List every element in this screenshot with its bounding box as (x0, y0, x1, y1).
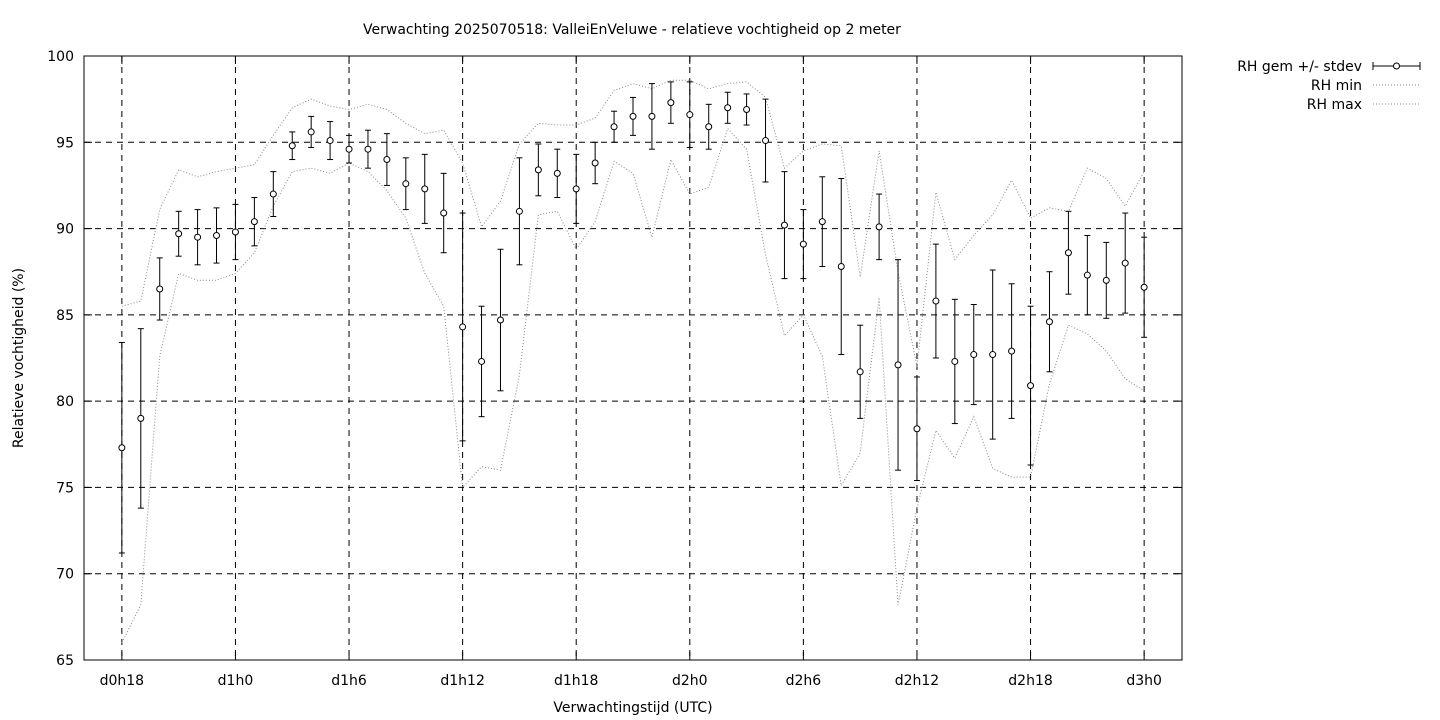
data-point (629, 112, 637, 120)
data-point (894, 361, 902, 369)
data-point (478, 357, 486, 365)
legend: RH gem +/- stdev RH min RH max (1237, 59, 1421, 113)
y-tick-label: 100 (47, 49, 74, 65)
rh-min-line (121, 127, 1145, 643)
data-point (610, 123, 618, 131)
data-point (667, 99, 675, 107)
data-point (553, 169, 561, 177)
y-axis-label: Relatieve vochtigheid (%) (11, 268, 27, 448)
data-point (932, 297, 940, 305)
series-max (121, 79, 1145, 367)
data-point (515, 207, 523, 215)
data-point (989, 351, 997, 359)
y-tick-label: 80 (56, 394, 74, 410)
y-tick-label: 90 (56, 222, 74, 238)
x-tick-label: d2h0 (672, 673, 708, 689)
data-point (402, 180, 410, 188)
x-tick-label: d2h18 (1008, 673, 1052, 689)
legend-label: RH gem +/- stdev (1237, 59, 1362, 75)
y-tick-label: 65 (56, 653, 74, 669)
data-point (1064, 249, 1072, 257)
y-tick-label: 70 (56, 567, 74, 583)
data-point (913, 425, 921, 433)
data-point (1083, 271, 1091, 279)
data-point (364, 145, 372, 153)
data-point (250, 218, 258, 226)
data-point (534, 166, 542, 174)
data-point (762, 137, 770, 145)
data-point (724, 104, 732, 112)
x-tick-label: d1h12 (440, 673, 484, 689)
data-point (648, 112, 656, 120)
legend-point (1393, 62, 1400, 70)
data-point (856, 368, 864, 376)
y-tick-label: 85 (56, 308, 74, 324)
x-tick-label: d2h12 (895, 673, 939, 689)
data-point (496, 316, 504, 324)
data-point (307, 128, 315, 136)
data-point (837, 263, 845, 271)
data-point (194, 233, 202, 241)
rh-max-line (121, 79, 1145, 367)
data-point (743, 105, 751, 113)
data-point (421, 185, 429, 193)
data-point (572, 185, 580, 193)
data-point (440, 209, 448, 217)
x-tick-label: d1h0 (218, 673, 254, 689)
data-point (875, 223, 883, 231)
series-mean (118, 81, 1148, 554)
legend-label: RH min (1311, 78, 1362, 94)
data-point (1140, 283, 1148, 291)
data-point (231, 228, 239, 236)
series-min (121, 127, 1145, 643)
chart-title: Verwachting 2025070518: ValleiEnVeluwe -… (363, 22, 901, 38)
data-point (269, 190, 277, 198)
data-point (383, 156, 391, 164)
data-point (686, 111, 694, 119)
grid-lines (84, 55, 1182, 661)
data-point (799, 240, 807, 248)
x-tick-labels: d0h18 d1h0 d1h6 d1h12 d1h18 d2h0 d2h6 d2h12 d2h1… (100, 673, 1162, 689)
data-point (137, 414, 145, 422)
data-point (326, 137, 334, 145)
data-point (705, 123, 713, 131)
x-axis-label: Verwachtingstijd (UTC) (553, 700, 712, 716)
plot-frame (83, 55, 1183, 661)
data-point (970, 351, 978, 359)
data-point (288, 142, 296, 150)
data-point (1121, 259, 1129, 267)
y-tick-labels: 65 70 75 80 85 90 95 100 (47, 49, 74, 669)
data-point (951, 357, 959, 365)
data-point (175, 230, 183, 238)
x-tick-label: d1h6 (331, 673, 367, 689)
y-tick-label: 75 (56, 480, 74, 496)
x-tick-label: d3h0 (1126, 673, 1162, 689)
x-tick-label: d2h6 (786, 673, 822, 689)
data-point (1008, 347, 1016, 355)
data-point (591, 159, 599, 167)
x-tick-label: d1h18 (554, 673, 598, 689)
data-point (1027, 382, 1035, 390)
data-point (780, 221, 788, 229)
data-point (1102, 276, 1110, 284)
data-point (213, 231, 221, 239)
data-point (818, 218, 826, 226)
legend-label: RH max (1307, 97, 1362, 113)
data-point (345, 145, 353, 153)
data-point (1045, 318, 1053, 326)
data-point (156, 285, 164, 293)
x-tick-label: d0h18 (100, 673, 144, 689)
data-point (459, 323, 467, 331)
y-tick-label: 95 (56, 135, 74, 151)
data-point (118, 444, 126, 452)
